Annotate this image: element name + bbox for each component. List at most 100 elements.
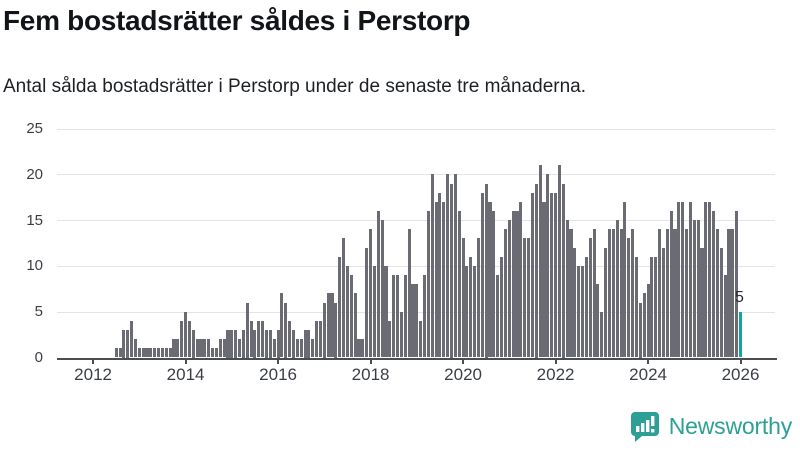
bar bbox=[160, 348, 164, 358]
bar bbox=[268, 330, 272, 358]
bar bbox=[168, 348, 172, 358]
exclamation-dot bbox=[650, 429, 655, 433]
bar bbox=[338, 256, 342, 358]
newsworthy-chart-pin-icon bbox=[630, 412, 659, 442]
bar bbox=[519, 201, 523, 358]
bar bbox=[727, 229, 731, 358]
bar bbox=[180, 320, 184, 358]
x-axis-tick-2012 bbox=[92, 359, 95, 364]
bar bbox=[488, 201, 492, 358]
bar bbox=[114, 348, 118, 358]
bar bbox=[634, 256, 639, 358]
bar bbox=[403, 275, 407, 358]
bar bbox=[288, 320, 292, 358]
x-axis-tick-2024 bbox=[647, 359, 650, 364]
y-axis-label-10: 10 bbox=[26, 257, 43, 275]
bar bbox=[241, 330, 245, 358]
exclamation-stem bbox=[650, 416, 655, 426]
bar bbox=[719, 247, 723, 358]
bar bbox=[611, 229, 615, 358]
bar bbox=[145, 348, 149, 358]
bar bbox=[627, 238, 631, 358]
bar bbox=[345, 265, 349, 358]
bar bbox=[631, 229, 635, 358]
bar bbox=[476, 238, 481, 358]
bar bbox=[692, 220, 696, 358]
bar bbox=[342, 238, 346, 358]
bar bbox=[295, 339, 299, 358]
bar bbox=[542, 201, 546, 358]
bar bbox=[442, 201, 446, 358]
bar bbox=[184, 311, 188, 358]
bar-glyph-3 bbox=[645, 420, 650, 432]
bar-glyph-1 bbox=[635, 426, 640, 432]
bar bbox=[446, 174, 450, 358]
bar bbox=[253, 330, 257, 358]
bar bbox=[203, 339, 207, 358]
x-axis-tick-2026 bbox=[739, 359, 742, 364]
bar bbox=[503, 229, 507, 358]
x-axis-tick-2022 bbox=[554, 359, 557, 364]
bar bbox=[623, 201, 627, 358]
bar bbox=[480, 192, 484, 358]
gridline-y20 bbox=[57, 174, 775, 176]
bar bbox=[658, 229, 662, 358]
bar bbox=[349, 275, 353, 358]
x-axis-label-2022: 2022 bbox=[536, 365, 575, 384]
bar bbox=[646, 284, 650, 358]
bar bbox=[126, 330, 130, 358]
newsworthy-logo-text: Newsworthy bbox=[668, 412, 792, 439]
bar bbox=[604, 247, 608, 358]
bar bbox=[264, 330, 269, 358]
bar bbox=[299, 339, 303, 358]
bar bbox=[496, 275, 500, 358]
bar bbox=[457, 210, 461, 358]
bar bbox=[284, 302, 288, 358]
bar bbox=[361, 339, 365, 358]
bar bbox=[411, 284, 415, 358]
bar bbox=[318, 320, 322, 358]
bar bbox=[422, 275, 427, 358]
bar bbox=[133, 339, 137, 358]
latest-value-label: 5 bbox=[735, 288, 744, 306]
bar bbox=[580, 265, 585, 358]
bar bbox=[214, 348, 218, 358]
bar bbox=[661, 247, 665, 358]
bar bbox=[365, 247, 369, 358]
bar bbox=[303, 330, 307, 358]
bar bbox=[565, 220, 569, 358]
bar bbox=[172, 339, 176, 358]
bar bbox=[619, 229, 623, 358]
bar bbox=[654, 256, 658, 358]
bar bbox=[430, 174, 434, 358]
bar bbox=[530, 192, 534, 358]
bar bbox=[307, 330, 311, 358]
bar bbox=[326, 293, 330, 358]
bar bbox=[199, 339, 203, 358]
bar bbox=[550, 192, 554, 358]
bar bbox=[592, 229, 596, 358]
bar bbox=[453, 174, 457, 358]
bar bbox=[561, 183, 565, 358]
bar bbox=[492, 210, 496, 358]
x-axis-label-2026: 2026 bbox=[721, 365, 760, 384]
bar bbox=[207, 339, 211, 358]
bar bbox=[395, 275, 400, 358]
bar bbox=[372, 265, 376, 358]
bar bbox=[211, 348, 215, 358]
bar bbox=[157, 348, 161, 358]
bar bbox=[688, 201, 692, 358]
bar bbox=[700, 247, 704, 358]
bar bbox=[465, 265, 469, 358]
bar bbox=[261, 320, 265, 358]
bar bbox=[291, 330, 296, 358]
bar bbox=[280, 293, 284, 358]
bar bbox=[380, 220, 384, 358]
bar bbox=[557, 165, 561, 358]
bar bbox=[577, 265, 581, 358]
newsworthy-logo[interactable]: Newsworthy bbox=[628, 409, 792, 443]
bar bbox=[538, 165, 542, 358]
bar bbox=[469, 256, 473, 358]
